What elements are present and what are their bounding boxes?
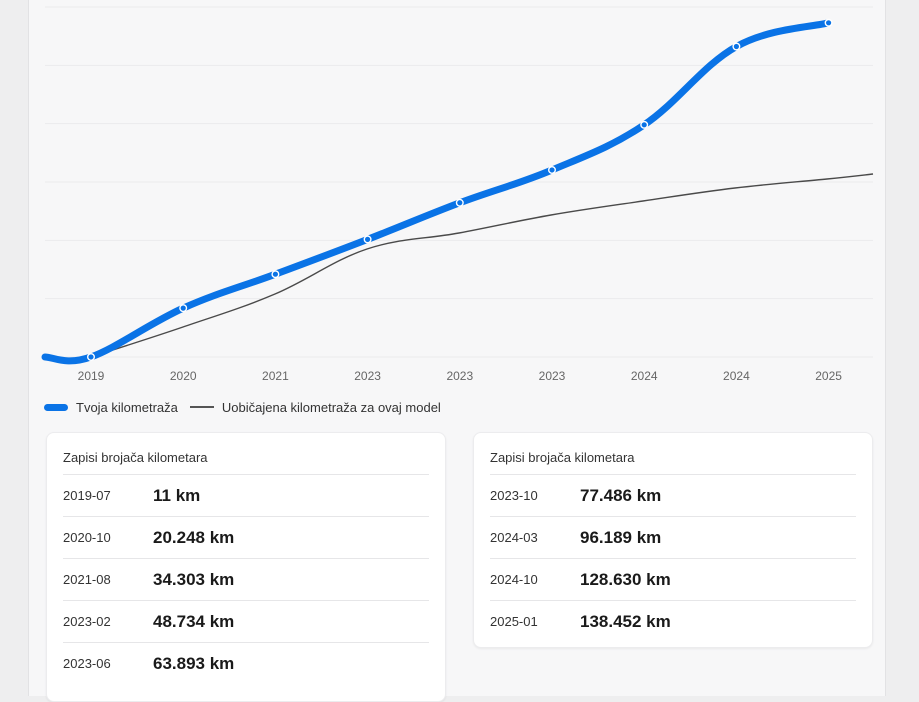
legend-label-user: Tvoja kilometraža xyxy=(76,399,178,415)
record-km: 63.893 km xyxy=(153,653,235,673)
record-date: 2019-07 xyxy=(63,488,111,503)
record-row: 2024-03 96.189 km xyxy=(490,516,856,558)
data-point xyxy=(363,235,372,244)
legend-label-typical: Uobičajena kilometraža za ovaj model xyxy=(221,399,441,415)
record-date: 2024-10 xyxy=(490,572,538,587)
x-tick-label: 2024 xyxy=(631,369,658,383)
record-km: 20.248 km xyxy=(153,527,235,547)
odometer-records-card-right: Zapisi brojača kilometara 2023-10 77.486 … xyxy=(473,432,873,648)
x-tick-label: 2020 xyxy=(170,369,197,383)
record-date: 2023-10 xyxy=(490,488,538,503)
user-mileage-line xyxy=(41,19,833,365)
record-km: 138.452 km xyxy=(580,611,671,631)
legend-item-user: Tvoja kilometraža xyxy=(44,400,178,415)
data-point xyxy=(640,120,649,129)
record-row: 2024-10 128.630 km xyxy=(490,558,856,600)
record-row: 2023-10 77.486 km xyxy=(490,474,856,516)
chart-legend: Tvoja kilometraža Uobičajena kilometraža… xyxy=(44,398,453,416)
mileage-chart: 2019 2020 2021 2023 2023 2023 2024 2024 2025 xyxy=(41,6,874,383)
record-km: 34.303 km xyxy=(153,569,235,589)
x-tick-label: 2021 xyxy=(262,369,289,383)
data-point xyxy=(86,352,95,361)
x-tick-label: 2019 xyxy=(78,369,105,383)
data-point xyxy=(179,304,188,313)
record-row: 2023-06 63.893 km xyxy=(63,642,429,684)
x-tick-label: 2025 xyxy=(815,369,842,383)
record-km: 48.734 km xyxy=(153,611,235,631)
odometer-records-card-left: Zapisi brojača kilometara 2019-07 11 km 20… xyxy=(46,432,446,702)
data-point xyxy=(824,18,833,27)
legend-swatch-user xyxy=(44,403,68,411)
legend-swatch-typical xyxy=(189,406,214,408)
record-km: 128.630 km xyxy=(580,569,671,589)
x-tick-label: 2023 xyxy=(539,369,566,383)
card-title: Zapisi brojača kilometara xyxy=(63,450,208,465)
record-date: 2021-08 xyxy=(63,572,111,587)
data-point xyxy=(732,42,741,51)
typical-mileage-line xyxy=(90,173,874,358)
record-row: 2021-08 34.303 km xyxy=(63,558,429,600)
record-date: 2024-03 xyxy=(490,530,538,545)
record-row: 2020-10 20.248 km xyxy=(63,516,429,558)
data-point xyxy=(548,165,557,174)
record-date: 2020-10 xyxy=(63,530,111,545)
legend-item-typical: Uobičajena kilometraža za ovaj model xyxy=(189,399,441,415)
record-km: 11 km xyxy=(153,485,201,505)
records-list: 2019-07 11 km 2020-10 20.248 km 2021-08 34.30… xyxy=(63,474,429,684)
x-tick-label: 2024 xyxy=(723,369,750,383)
record-date: 2023-06 xyxy=(63,656,111,671)
data-point xyxy=(271,270,280,279)
card-title: Zapisi brojača kilometara xyxy=(490,450,635,465)
records-list: 2023-10 77.486 km 2024-03 96.189 km 2024-10 1… xyxy=(490,474,856,642)
record-row: 2025-01 138.452 km xyxy=(490,600,856,642)
record-date: 2023-02 xyxy=(63,614,111,629)
data-point xyxy=(455,198,464,207)
record-date: 2025-01 xyxy=(490,614,538,629)
x-tick-label: 2023 xyxy=(354,369,381,383)
record-km: 77.486 km xyxy=(580,485,662,505)
record-km: 96.189 km xyxy=(580,527,662,547)
x-tick-label: 2023 xyxy=(446,369,473,383)
record-row: 2023-02 48.734 km xyxy=(63,600,429,642)
record-row: 2019-07 11 km xyxy=(63,474,429,516)
